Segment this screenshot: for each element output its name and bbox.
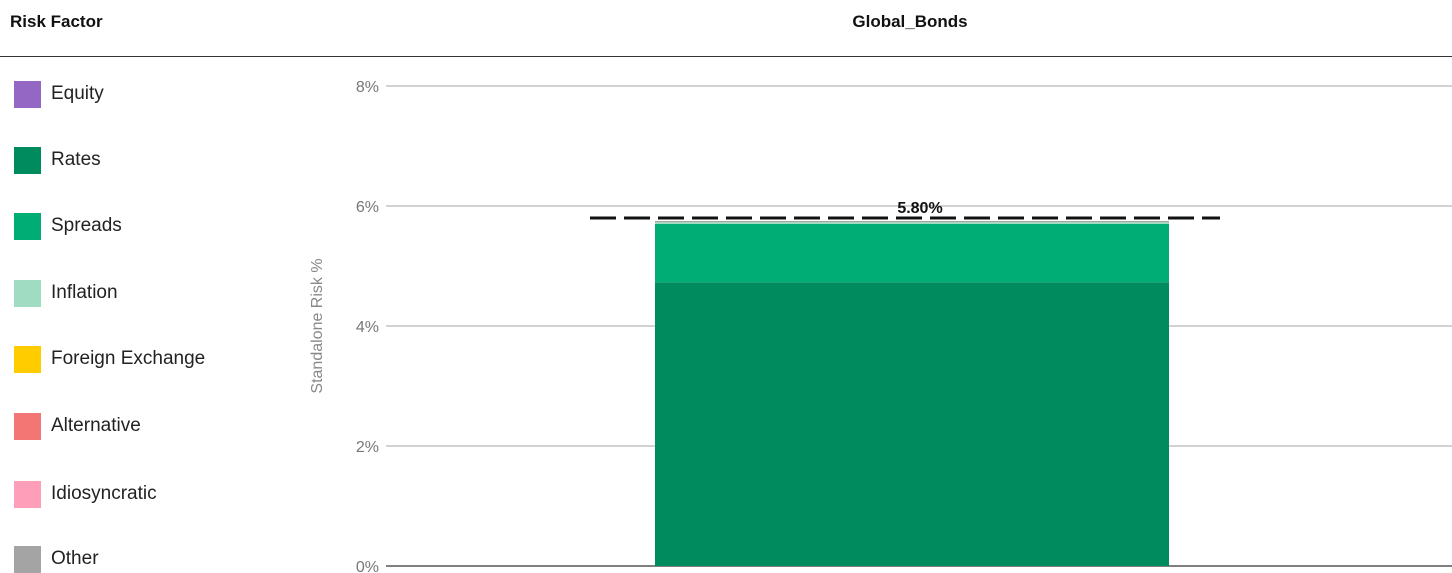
y-tick-label-4: 4% xyxy=(356,319,379,336)
y-tick-label-6: 6% xyxy=(356,199,379,216)
legend-item-equity[interactable]: Equity xyxy=(14,80,104,108)
legend-item-spreads[interactable]: Spreads xyxy=(14,212,122,240)
total-marker: 5.80% xyxy=(590,200,1220,220)
header-divider xyxy=(0,56,1452,57)
legend-label-equity: Equity xyxy=(51,83,104,104)
y-tick-label-0: 0% xyxy=(356,559,379,573)
legend-label-rates: Rates xyxy=(51,149,101,170)
legend-label-spreads: Spreads xyxy=(51,215,122,236)
legend-swatch-alternative xyxy=(14,412,41,440)
y-tick-label-8: 8% xyxy=(356,79,379,96)
column-header-global-bonds: Global_Bonds xyxy=(852,12,968,31)
y-axis-label: Standalone Risk % xyxy=(309,258,326,393)
bar-stack-global-bonds[interactable] xyxy=(655,221,1169,566)
legend-swatch-spreads xyxy=(14,212,41,240)
y-axis-ticks: 0% 2% 4% 6% 8% xyxy=(356,79,379,573)
bar-segment-other[interactable] xyxy=(655,221,1169,223)
legend-item-alternative[interactable]: Alternative xyxy=(14,412,141,440)
legend-label-idiosyncratic: Idiosyncratic xyxy=(51,483,157,504)
risk-factor-header: Risk Factor xyxy=(10,12,103,31)
legend-label-inflation: Inflation xyxy=(51,282,118,303)
bar-segment-rates[interactable] xyxy=(655,282,1169,566)
legend-swatch-foreign-exchange xyxy=(14,345,41,373)
legend-label-foreign-exchange: Foreign Exchange xyxy=(51,348,206,369)
legend-swatch-rates xyxy=(14,146,41,174)
legend-swatch-equity xyxy=(14,80,41,108)
legend-swatch-inflation xyxy=(14,279,41,307)
legend-label-alternative: Alternative xyxy=(51,415,141,436)
legend-item-inflation[interactable]: Inflation xyxy=(14,279,118,307)
y-tick-label-2: 2% xyxy=(356,439,379,456)
legend-item-idiosyncratic[interactable]: Idiosyncratic xyxy=(14,480,157,508)
legend-item-other[interactable]: Other xyxy=(14,545,99,573)
legend-item-rates[interactable]: Rates xyxy=(14,146,101,174)
bar-segment-spreads[interactable] xyxy=(655,224,1169,283)
total-value-label: 5.80% xyxy=(897,200,942,217)
legend-item-foreign-exchange[interactable]: Foreign Exchange xyxy=(14,345,205,373)
legend-label-other: Other xyxy=(51,548,99,569)
legend-swatch-other xyxy=(14,545,41,573)
bar-segment-inflation[interactable] xyxy=(655,222,1169,224)
legend-swatch-idiosyncratic xyxy=(14,480,41,508)
gridlines xyxy=(386,85,1452,567)
